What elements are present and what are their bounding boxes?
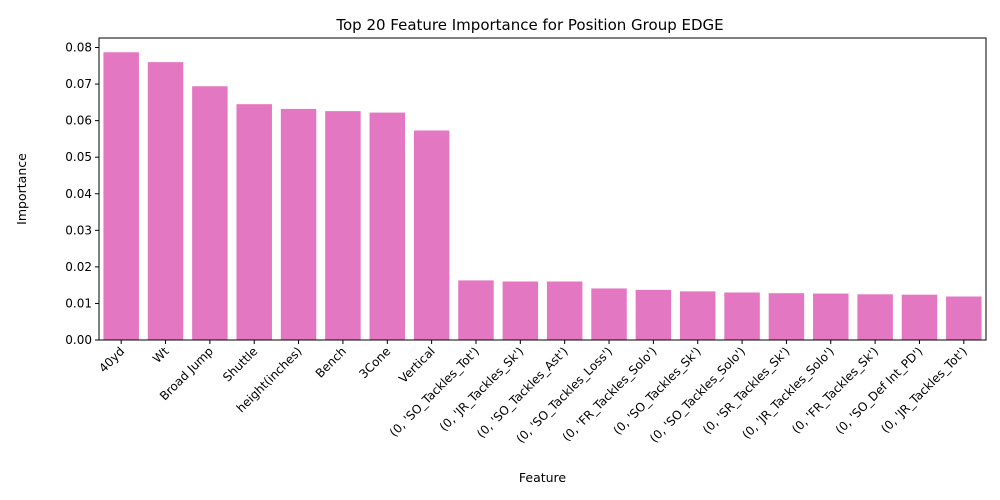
bar — [813, 293, 849, 340]
y-axis: 0.00 0.01 0.02 0.03 0.04 0.05 0.06 0.07 0.08 — [65, 41, 99, 347]
chart-title: Top 20 Feature Importance for Position G… — [335, 16, 723, 34]
x-tick-label: (0, 'JR_Tackles_Sk') — [437, 344, 527, 434]
bar — [192, 86, 228, 340]
bar — [280, 108, 317, 340]
x-axis-label: Feature — [519, 470, 567, 485]
x-tick-label: (0, 'SO_Tackles_Sk') — [610, 344, 703, 437]
x-tick-label: Vertical — [396, 344, 438, 386]
bar — [724, 292, 760, 340]
bar — [546, 281, 583, 340]
bar — [591, 288, 627, 340]
x-tick-label: (0, 'SR_Tackles_Sk') — [700, 344, 793, 437]
bar — [679, 291, 716, 340]
x-tick-label: (0, 'JR_Tackles_Tot') — [878, 344, 970, 436]
bar — [768, 293, 805, 340]
bar — [635, 289, 672, 340]
bar — [458, 280, 494, 340]
y-tick-label: 0.01 — [65, 296, 92, 310]
x-tick-label: (0, 'FR_Tackles_Sk') — [789, 344, 881, 436]
y-tick-label: 0.08 — [65, 41, 92, 55]
y-tick-label: 0.02 — [65, 260, 92, 274]
y-tick-label: 0.07 — [65, 77, 92, 91]
plot-area-frame — [98, 37, 987, 341]
x-tick-label: 40yd — [96, 344, 127, 375]
bar — [369, 112, 406, 340]
bars-group — [103, 52, 982, 341]
y-tick-label: 0.04 — [65, 187, 92, 201]
bar — [857, 294, 893, 340]
bar — [413, 130, 450, 340]
x-tick-label: Wt — [150, 344, 172, 366]
y-tick-label: 0.00 — [65, 333, 92, 347]
x-tick-label: Bench — [313, 344, 349, 380]
bar — [901, 294, 938, 340]
bar — [103, 52, 139, 340]
bar — [946, 296, 982, 340]
bar — [325, 111, 361, 340]
x-tick-label: (0, 'SO_Def Int_PD') — [833, 344, 926, 437]
bar — [147, 62, 184, 341]
y-axis-label: Importance — [14, 153, 29, 225]
bar — [502, 281, 539, 340]
bar — [236, 104, 272, 340]
y-tick-label: 0.03 — [65, 223, 92, 237]
y-tick-label: 0.05 — [65, 150, 92, 164]
x-tick-label: 3Cone — [356, 344, 393, 381]
y-tick-label: 0.06 — [65, 114, 92, 128]
x-tick-label: Shuttle — [220, 344, 260, 384]
